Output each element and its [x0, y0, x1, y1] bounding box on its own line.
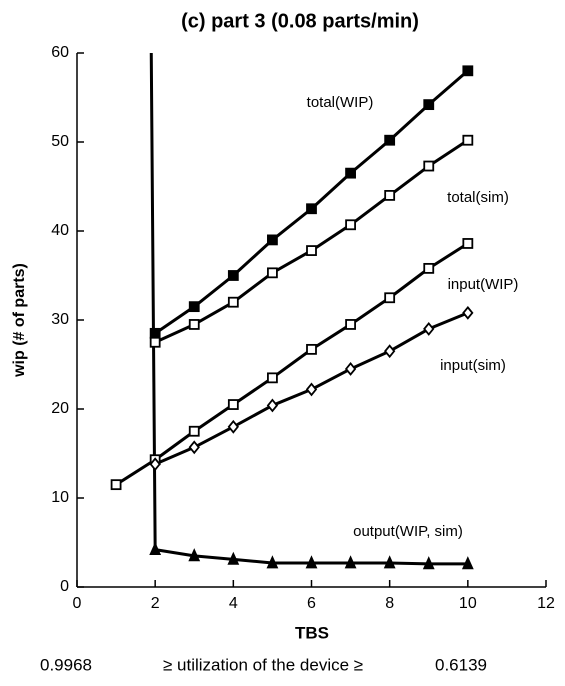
series-label: input(sim) [440, 357, 506, 374]
marker [149, 457, 161, 472]
marker [423, 160, 435, 172]
chart-title: (c) part 3 (0.08 parts/min) [181, 10, 419, 32]
x-tick-label: 0 [73, 595, 82, 612]
y-tick-label: 20 [51, 400, 69, 417]
marker [345, 319, 356, 330]
series-label: total(WIP) [307, 94, 374, 111]
y-tick-label: 10 [51, 489, 69, 506]
x-tick-label: 10 [459, 595, 477, 612]
x-tick-label: 4 [229, 595, 238, 612]
marker [384, 292, 396, 304]
marker [149, 336, 161, 348]
marker [423, 262, 435, 274]
series-line [154, 138, 469, 344]
series-line [149, 52, 468, 566]
marker [344, 555, 357, 569]
y-tick-label: 60 [51, 44, 69, 61]
marker [462, 65, 474, 77]
marker [462, 305, 474, 320]
marker [110, 479, 122, 491]
series-label: total(sim) [447, 189, 509, 206]
marker [266, 555, 279, 569]
marker [227, 399, 239, 410]
marker [423, 99, 435, 111]
marker [188, 548, 201, 562]
marker [227, 419, 239, 434]
marker [345, 167, 356, 179]
marker [306, 245, 317, 256]
marker [384, 344, 396, 359]
marker [267, 372, 278, 384]
marker [461, 556, 474, 570]
marker [227, 296, 239, 308]
series-line [115, 242, 469, 486]
marker [267, 234, 278, 246]
series-label: input(WIP) [448, 276, 519, 293]
series-label: output(WIP, sim) [353, 523, 463, 540]
marker [227, 551, 240, 565]
marker [305, 382, 318, 397]
marker [149, 541, 162, 556]
marker [423, 321, 435, 336]
y-tick-label: 50 [51, 133, 69, 150]
x-tick-label: 2 [151, 595, 160, 612]
y-tick-label: 40 [51, 222, 69, 239]
marker [266, 398, 279, 413]
y-tick-label: 0 [60, 578, 69, 595]
marker [267, 267, 278, 279]
y-tick-label: 30 [51, 311, 69, 328]
x-tick-label: 8 [385, 595, 394, 612]
x-tick-label: 6 [307, 595, 316, 612]
marker [384, 134, 396, 146]
footer-text: 0.6139 [435, 655, 487, 674]
marker [384, 189, 396, 201]
marker [422, 556, 435, 570]
marker [462, 238, 474, 249]
marker [344, 362, 357, 376]
marker [227, 270, 239, 281]
marker [305, 555, 318, 569]
marker [306, 203, 317, 215]
marker [188, 319, 200, 330]
y-axis-label: wip (# of parts) [11, 263, 28, 378]
marker [188, 301, 200, 313]
marker [149, 327, 161, 339]
footer-text: 0.9968 [40, 655, 92, 674]
marker [306, 343, 317, 355]
x-tick-label: 12 [537, 595, 555, 612]
footer-text: ≥ utilization of the device ≥ [163, 655, 363, 674]
x-axis-label: TBS [295, 623, 329, 642]
marker [462, 134, 474, 146]
marker [188, 425, 200, 437]
marker [188, 440, 200, 455]
marker [383, 555, 396, 569]
marker [345, 219, 356, 231]
